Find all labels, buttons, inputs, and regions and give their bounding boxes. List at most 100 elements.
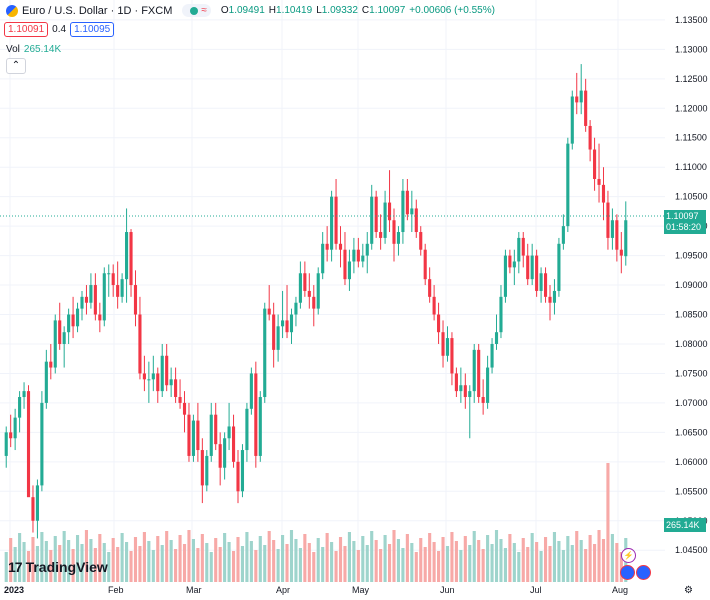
candle-body <box>174 379 178 398</box>
candle-body <box>281 320 285 327</box>
volume-bar <box>231 551 236 582</box>
candle-body <box>147 379 151 381</box>
candle-body <box>414 208 418 233</box>
volume-bar <box>281 535 285 582</box>
chevron-up-icon[interactable]: ⌃ <box>6 58 26 74</box>
candle-body <box>129 232 133 286</box>
volume-bar <box>535 542 539 582</box>
volume-bar <box>116 547 120 582</box>
volume-bar <box>107 552 111 582</box>
gear-icon[interactable]: ⚙ <box>684 585 693 596</box>
volume-bar <box>575 531 579 582</box>
volume-bar <box>218 547 222 582</box>
price-axis-label: 1.05500 <box>675 486 708 496</box>
volume-bar <box>606 463 610 582</box>
volume-bar <box>191 539 195 582</box>
price-axis-label: 1.11000 <box>675 162 707 172</box>
candle-body <box>40 402 44 486</box>
volume-bar <box>102 543 106 582</box>
candle-body <box>526 255 530 280</box>
candle-body <box>191 420 195 456</box>
volume-bar <box>312 552 316 582</box>
us-flag-event-icon[interactable] <box>620 565 635 580</box>
time-axis-label: Aug <box>612 585 628 595</box>
volume-bar <box>526 547 530 582</box>
price-axis-label: 1.10500 <box>675 192 708 202</box>
lightning-icon[interactable]: ⚡ <box>621 548 636 563</box>
volume-bar <box>347 532 351 582</box>
candle-body <box>267 308 271 315</box>
candle-body <box>548 296 552 303</box>
volume-bar <box>588 535 592 582</box>
symbol-title[interactable]: Euro / U.S. Dollar · 1D · FXCM <box>22 4 173 17</box>
volume-bar <box>9 538 13 582</box>
candle-body <box>521 237 525 256</box>
candle-body <box>606 202 610 238</box>
time-axis-label: Feb <box>108 585 124 595</box>
chart-grid <box>0 0 665 582</box>
volume-bar <box>597 530 601 582</box>
volume-bar <box>236 537 240 582</box>
volume-bar <box>49 550 53 582</box>
candle-body <box>419 232 423 250</box>
candle-body <box>18 397 22 418</box>
candle-body <box>503 255 507 297</box>
volume-value: 265.14K <box>23 44 62 55</box>
candle-body <box>62 332 66 344</box>
volume-bar <box>361 536 365 582</box>
volume-bar <box>18 533 22 582</box>
volume-label[interactable]: Vol <box>6 44 20 55</box>
volume-bar <box>22 542 26 582</box>
time-axis-label: Jun <box>440 585 455 595</box>
candle-body <box>209 414 213 456</box>
volume-bar <box>156 536 160 582</box>
candle-body <box>249 373 253 409</box>
candle-body <box>374 196 378 233</box>
volume-bar <box>13 547 17 582</box>
candle-body <box>356 249 360 262</box>
volume-bar <box>477 540 481 582</box>
volume-bar <box>298 548 302 582</box>
volume-bar <box>459 550 463 582</box>
us-flag-event-icon[interactable] <box>636 565 651 580</box>
volume-bar <box>182 544 187 582</box>
tradingview-logo[interactable]: 17 TradingView <box>8 559 108 575</box>
candle-body <box>396 232 401 244</box>
candle-body <box>165 355 169 386</box>
volume-bar <box>325 533 329 582</box>
volume-bar <box>387 544 392 582</box>
price-axis-label: 1.13000 <box>675 44 708 54</box>
candle-body <box>432 296 436 315</box>
volume-bar <box>321 547 325 582</box>
candle-body <box>423 249 427 280</box>
candle-body <box>387 202 392 221</box>
candle-body <box>490 343 494 368</box>
candle-body <box>401 190 405 233</box>
market-status-pill[interactable]: ≈ <box>182 4 211 17</box>
change-value: +0.00606 (+0.55%) <box>409 5 495 16</box>
volume-bar <box>178 535 182 582</box>
volume-bar <box>200 534 204 582</box>
candle-body <box>584 90 588 126</box>
sell-button[interactable]: 1.10091 <box>4 22 49 37</box>
close-value: 1.10097 <box>369 5 406 16</box>
candle-body <box>67 314 71 333</box>
volume-bar <box>245 532 249 582</box>
time-axis-label: Mar <box>186 585 202 595</box>
candle-body <box>111 273 115 286</box>
volume-legend: Vol 265.14K <box>6 44 61 55</box>
volume-bar <box>392 530 396 582</box>
candle-body <box>361 255 365 262</box>
spread-value: 0.4 <box>52 24 67 35</box>
candle-body <box>575 96 579 103</box>
volume-bar <box>174 549 178 582</box>
candle-body <box>160 355 164 392</box>
volume-bar <box>98 534 102 582</box>
price-axis-label: 1.12500 <box>675 74 708 84</box>
candle-body <box>263 308 267 398</box>
candle-body <box>508 255 512 268</box>
buy-button[interactable]: 1.10095 <box>70 22 115 37</box>
time-axis-label: Jul <box>530 585 542 595</box>
candle-body <box>125 232 129 280</box>
